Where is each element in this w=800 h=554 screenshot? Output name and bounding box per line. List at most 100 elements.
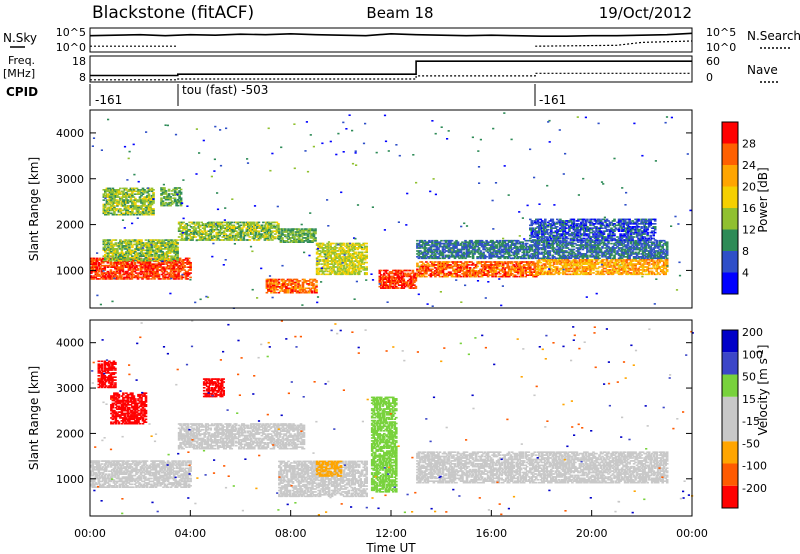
power-cell-2618 [313, 287, 317, 290]
power-cell-3326 [416, 275, 419, 278]
power-cell-1666 [268, 234, 271, 237]
power-cell-2904 [344, 258, 347, 261]
power-cell-2585 [304, 287, 308, 290]
power-cell-530 [171, 275, 174, 277]
power-cell-1797 [296, 231, 299, 233]
power-cell-3761 [507, 268, 511, 271]
power-cell-3859 [527, 261, 531, 263]
power-cell-221 [123, 273, 126, 276]
power-cell-2051 [122, 202, 125, 204]
power-cell-2425 [267, 280, 270, 282]
power-cell-3173 [387, 272, 391, 275]
power-cell-834 [129, 259, 133, 262]
power-cell-1428 [224, 221, 227, 224]
power-cell-4442 [650, 270, 654, 273]
power-cell-2537 [292, 283, 296, 285]
power-cell-1059 [161, 248, 164, 250]
power-cell-3414 [435, 264, 439, 266]
power-cell-562 [174, 260, 177, 263]
power-cell-3427 [438, 270, 442, 272]
power-cell-2242 [146, 208, 149, 210]
power-cell-841 [129, 243, 133, 246]
power-cell-3645 [483, 265, 487, 268]
power-cell-3474 [447, 272, 451, 275]
power-cell-3384 [428, 264, 431, 266]
power-cell-3845 [525, 274, 529, 276]
power-cell-4405 [641, 264, 645, 267]
power-cell-4094 [575, 263, 579, 265]
power-cell-2105 [128, 196, 131, 198]
power-cell-1349 [210, 236, 214, 238]
power-cell-2133 [131, 193, 134, 195]
power-cell-83 [102, 276, 105, 279]
power-cell-1585 [253, 228, 256, 231]
power-cell-709 [110, 240, 113, 243]
power-cell-2664 [318, 245, 322, 248]
power-cell-272 [130, 270, 134, 273]
power-cell-1596 [254, 228, 258, 231]
power-cell-722 [113, 258, 116, 260]
power-cell-4824 [470, 239, 473, 242]
power-cell-2684 [321, 250, 325, 252]
power-cell-779 [120, 245, 124, 247]
power-cell-2769 [330, 258, 334, 261]
power-cell-194 [118, 263, 122, 265]
power-cell-159 [114, 262, 117, 264]
power-cell-3125 [380, 282, 383, 285]
power-cell-1725 [279, 240, 283, 242]
power-cell-1476 [233, 237, 237, 240]
power-cell-3122 [378, 269, 382, 272]
power-cell-2806 [335, 273, 338, 276]
power-cell-952 [147, 255, 151, 257]
power-cell-1610 [257, 233, 261, 235]
power-cell-3139 [383, 284, 386, 286]
power-cell-3314 [413, 279, 416, 282]
power-cell-794 [123, 253, 127, 256]
power-cell-465 [160, 270, 164, 273]
power-cell-3971 [550, 267, 553, 270]
power-cell-1538 [244, 224, 247, 227]
power-cell-12 [91, 278, 95, 280]
power-cell-4090 [575, 270, 579, 273]
power-cell-2234 [144, 205, 148, 207]
power-cell-1862 [309, 228, 313, 230]
power-cell-321 [139, 276, 143, 279]
power-cell-1323 [206, 233, 209, 235]
power-cell-2419 [265, 280, 269, 282]
power-cell-1264 [194, 224, 197, 227]
power-cell-856 [132, 239, 136, 241]
power-cell-1337 [209, 239, 212, 241]
power-cell-1940 [108, 206, 112, 209]
power-cell-4546 [422, 253, 425, 255]
power-cell-2421 [267, 290, 270, 292]
power-cell-1586 [253, 227, 256, 229]
power-cell-3423 [437, 261, 440, 263]
power-cell-1169 [176, 251, 179, 253]
power-cell-911 [141, 259, 145, 262]
power-cell-4218 [601, 258, 604, 261]
power-cell-3034 [357, 270, 361, 273]
power-cell-2753 [329, 257, 332, 259]
power-cell-3376 [426, 268, 430, 271]
power-cell-3039 [357, 260, 361, 262]
power-cell-4395 [640, 272, 643, 274]
power-cell-2546 [294, 281, 297, 284]
power-cell-2860 [339, 250, 343, 252]
power-cell-3832 [521, 261, 524, 263]
power-cell-3631 [480, 264, 484, 266]
power-cell-3908 [536, 266, 540, 268]
power-cell-4890 [482, 241, 485, 243]
power-cell-1469 [232, 234, 235, 237]
power-cell-1053 [161, 258, 164, 260]
power-cell-1024 [156, 245, 160, 247]
power-cell-238 [126, 275, 129, 277]
power-cell-3621 [479, 272, 482, 275]
power-cell-3225 [396, 277, 400, 279]
power-cell-459 [159, 266, 162, 268]
power-cell-3045 [357, 245, 361, 248]
power-cell-3895 [535, 265, 538, 268]
power-cell-3254 [401, 277, 404, 279]
power-cell-1884 [314, 228, 317, 230]
power-cell-529 [171, 276, 174, 279]
power-cell-3402 [432, 264, 436, 266]
